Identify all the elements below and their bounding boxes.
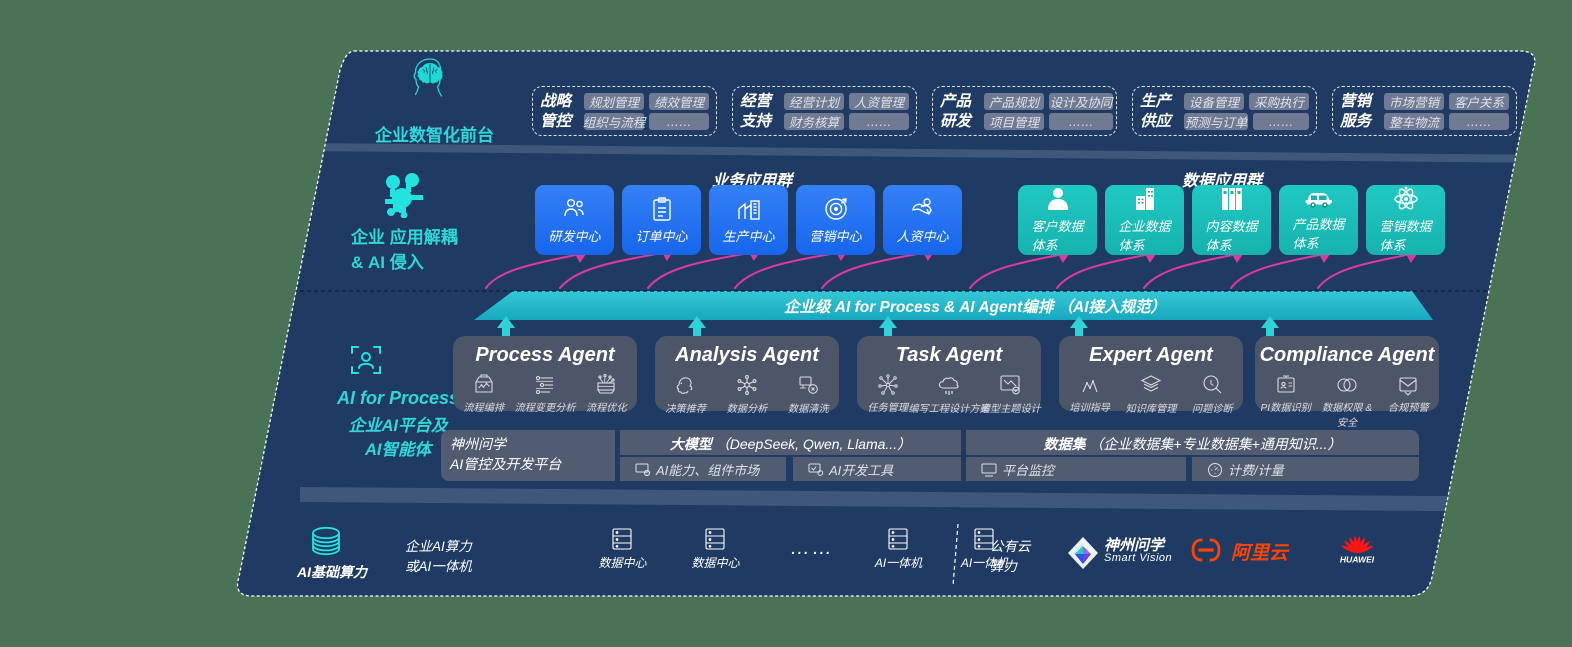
svg-text:HUAWEI: HUAWEI <box>1340 555 1375 565</box>
